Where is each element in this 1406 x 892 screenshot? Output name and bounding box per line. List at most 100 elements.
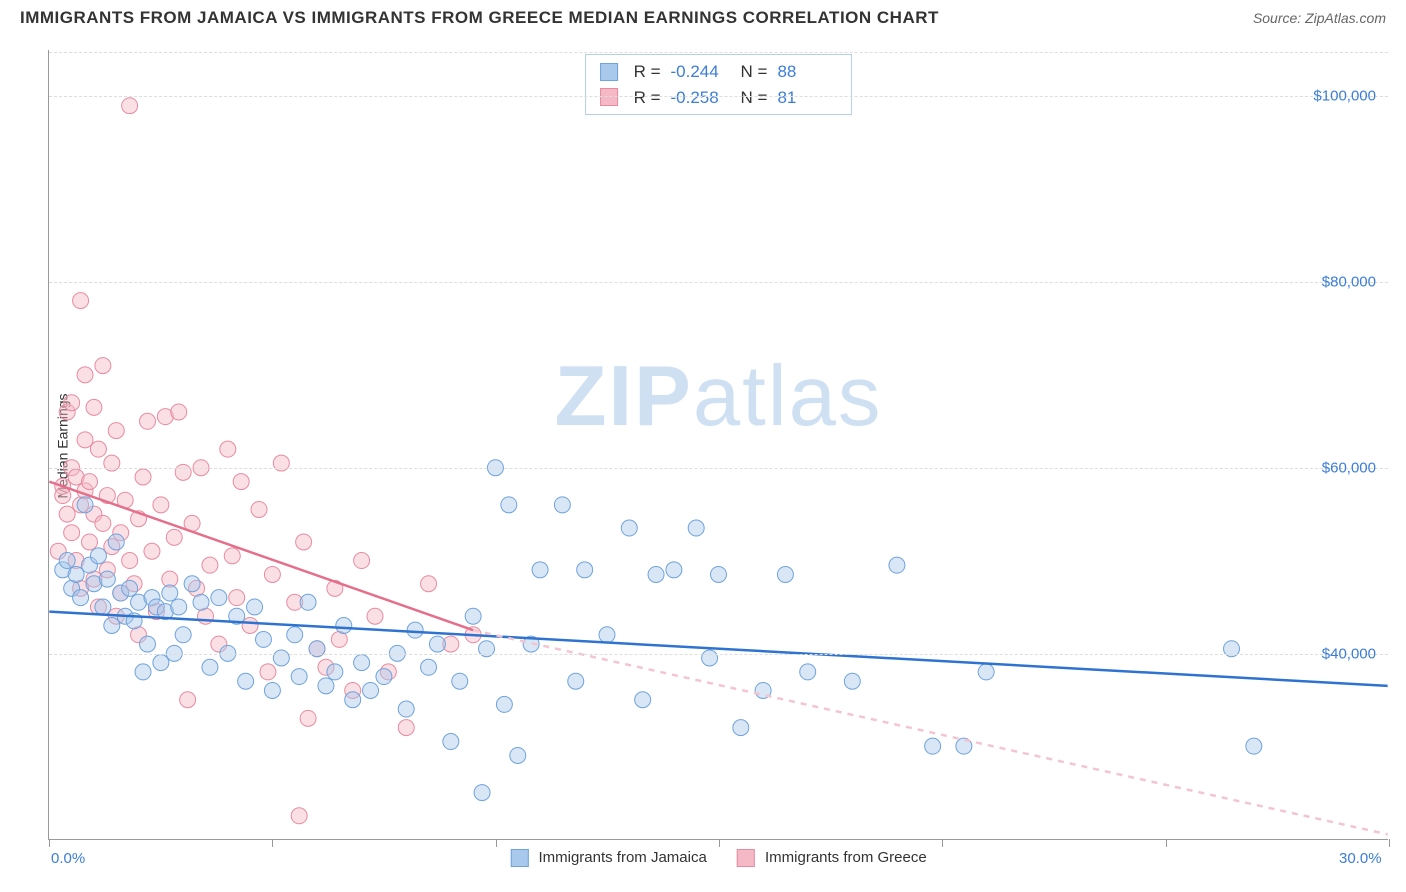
data-point bbox=[108, 423, 124, 439]
data-point bbox=[104, 618, 120, 634]
data-point bbox=[59, 553, 75, 569]
data-point bbox=[568, 673, 584, 689]
swatch-jamaica-icon bbox=[600, 63, 618, 81]
data-point bbox=[55, 488, 71, 504]
data-point bbox=[264, 682, 280, 698]
data-point bbox=[296, 534, 312, 550]
y-tick-label: $100,000 bbox=[1313, 88, 1376, 105]
data-point bbox=[82, 474, 98, 490]
data-point bbox=[229, 590, 245, 606]
gridline bbox=[49, 96, 1388, 97]
data-point bbox=[224, 548, 240, 564]
data-point bbox=[175, 627, 191, 643]
data-point bbox=[429, 636, 445, 652]
data-point bbox=[376, 669, 392, 685]
data-point bbox=[599, 627, 615, 643]
x-tick bbox=[719, 839, 720, 847]
data-point bbox=[702, 650, 718, 666]
data-point bbox=[273, 650, 289, 666]
data-point bbox=[99, 571, 115, 587]
data-point bbox=[153, 497, 169, 513]
data-point bbox=[367, 608, 383, 624]
gridline bbox=[49, 52, 1388, 53]
data-point bbox=[532, 562, 548, 578]
data-point bbox=[407, 622, 423, 638]
legend-item-greece: Immigrants from Greece bbox=[737, 849, 927, 867]
y-tick-label: $40,000 bbox=[1322, 646, 1376, 663]
x-tick-label: 0.0% bbox=[51, 850, 85, 867]
data-point bbox=[77, 367, 93, 383]
data-point bbox=[260, 664, 276, 680]
data-point bbox=[648, 566, 664, 582]
data-point bbox=[354, 553, 370, 569]
data-point bbox=[291, 808, 307, 824]
legend-item-jamaica: Immigrants from Jamaica bbox=[510, 849, 707, 867]
data-point bbox=[443, 734, 459, 750]
n-value-jamaica: 88 bbox=[777, 59, 837, 85]
data-point bbox=[64, 525, 80, 541]
data-point bbox=[95, 599, 111, 615]
chart-plot-area: ZIPatlas R = -0.244 N = 88 R = -0.258 N … bbox=[48, 50, 1388, 840]
data-point bbox=[175, 464, 191, 480]
x-tick-label: 30.0% bbox=[1339, 850, 1382, 867]
x-tick bbox=[272, 839, 273, 847]
data-point bbox=[510, 747, 526, 763]
data-point bbox=[354, 655, 370, 671]
gridline bbox=[49, 654, 1388, 655]
data-point bbox=[162, 585, 178, 601]
data-point bbox=[95, 515, 111, 531]
data-point bbox=[68, 566, 84, 582]
source-attribution: Source: ZipAtlas.com bbox=[1253, 10, 1386, 26]
x-tick bbox=[1389, 839, 1390, 847]
y-tick-label: $80,000 bbox=[1322, 274, 1376, 291]
swatch-jamaica-icon bbox=[510, 849, 528, 867]
data-point bbox=[255, 631, 271, 647]
data-point bbox=[242, 618, 258, 634]
data-point bbox=[925, 738, 941, 754]
data-point bbox=[64, 395, 80, 411]
data-point bbox=[144, 543, 160, 559]
data-point bbox=[90, 441, 106, 457]
data-point bbox=[251, 501, 267, 517]
x-tick bbox=[49, 839, 50, 847]
data-point bbox=[122, 580, 138, 596]
data-point bbox=[77, 432, 93, 448]
y-tick-label: $60,000 bbox=[1322, 460, 1376, 477]
chart-title: IMMIGRANTS FROM JAMAICA VS IMMIGRANTS FR… bbox=[20, 8, 939, 28]
data-point bbox=[122, 98, 138, 114]
data-point bbox=[153, 655, 169, 671]
data-point bbox=[140, 413, 156, 429]
data-point bbox=[171, 599, 187, 615]
data-point bbox=[635, 692, 651, 708]
x-tick bbox=[496, 839, 497, 847]
data-point bbox=[621, 520, 637, 536]
data-point bbox=[421, 659, 437, 675]
data-point bbox=[474, 785, 490, 801]
data-point bbox=[122, 553, 138, 569]
data-point bbox=[247, 599, 263, 615]
data-point bbox=[59, 506, 75, 522]
data-point bbox=[452, 673, 468, 689]
data-point bbox=[554, 497, 570, 513]
data-point bbox=[238, 673, 254, 689]
data-point bbox=[86, 399, 102, 415]
data-point bbox=[220, 441, 236, 457]
data-point bbox=[233, 474, 249, 490]
data-point bbox=[90, 548, 106, 564]
gridline bbox=[49, 468, 1388, 469]
data-point bbox=[108, 534, 124, 550]
gridline bbox=[49, 282, 1388, 283]
data-point bbox=[844, 673, 860, 689]
scatter-svg bbox=[49, 50, 1388, 839]
data-point bbox=[202, 557, 218, 573]
data-point bbox=[398, 701, 414, 717]
data-point bbox=[421, 576, 437, 592]
data-point bbox=[327, 664, 343, 680]
data-point bbox=[300, 710, 316, 726]
data-point bbox=[184, 576, 200, 592]
data-point bbox=[711, 566, 727, 582]
data-point bbox=[345, 692, 361, 708]
data-point bbox=[666, 562, 682, 578]
bottom-legend: Immigrants from Jamaica Immigrants from … bbox=[510, 849, 926, 867]
data-point bbox=[264, 566, 280, 582]
